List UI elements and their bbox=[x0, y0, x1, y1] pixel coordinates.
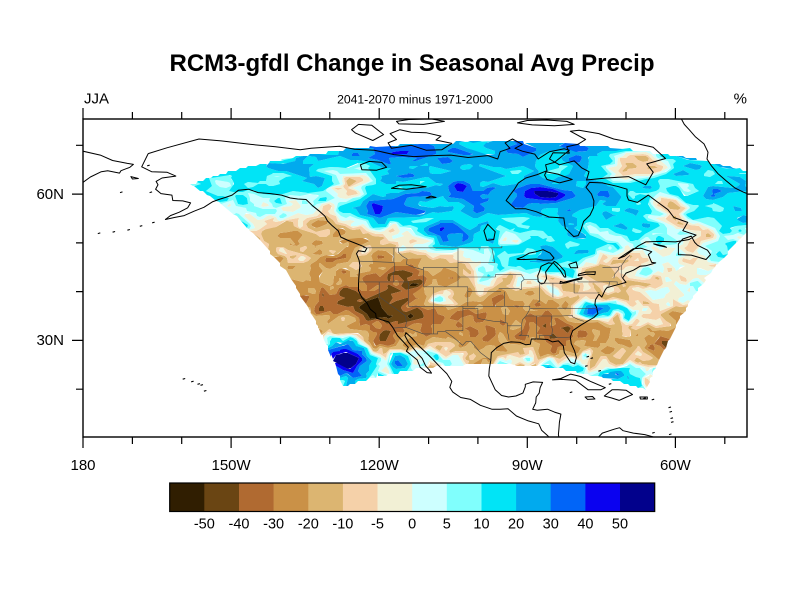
svg-text:30N: 30N bbox=[36, 332, 64, 349]
svg-text:50: 50 bbox=[612, 517, 628, 533]
svg-text:40: 40 bbox=[577, 517, 593, 533]
svg-text:20: 20 bbox=[508, 517, 524, 533]
svg-text:120W: 120W bbox=[360, 457, 400, 474]
svg-text:5: 5 bbox=[443, 517, 451, 533]
svg-text:60N: 60N bbox=[36, 186, 64, 203]
svg-text:90W: 90W bbox=[512, 457, 544, 474]
svg-text:%: % bbox=[734, 91, 747, 108]
svg-text:0: 0 bbox=[408, 517, 416, 533]
svg-text:30: 30 bbox=[543, 517, 559, 533]
svg-text:10: 10 bbox=[473, 517, 489, 533]
svg-text:150W: 150W bbox=[212, 457, 252, 474]
svg-text:-5: -5 bbox=[371, 517, 384, 533]
svg-text:JJA: JJA bbox=[84, 91, 109, 108]
svg-text:RCM3-gfdl Change in Seasonal A: RCM3-gfdl Change in Seasonal Avg Precip bbox=[170, 50, 655, 77]
svg-text:-20: -20 bbox=[298, 517, 319, 533]
svg-text:-10: -10 bbox=[332, 517, 353, 533]
svg-text:-30: -30 bbox=[263, 517, 284, 533]
svg-text:-50: -50 bbox=[194, 517, 215, 533]
svg-text:2041-2070 minus 1971-2000: 2041-2070 minus 1971-2000 bbox=[337, 93, 493, 107]
svg-text:180: 180 bbox=[70, 457, 95, 474]
svg-text:-40: -40 bbox=[229, 517, 250, 533]
svg-text:60W: 60W bbox=[660, 457, 692, 474]
